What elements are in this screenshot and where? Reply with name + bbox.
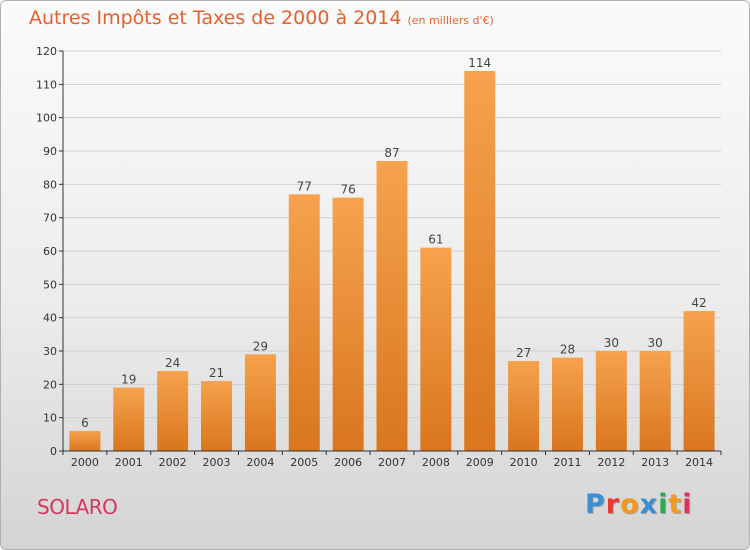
logo-letter: o <box>620 489 640 520</box>
bar-2003 <box>201 381 233 451</box>
logo-letter: P <box>585 489 606 520</box>
y-tick-label: 30 <box>43 345 57 358</box>
data-label: 24 <box>165 356 180 370</box>
x-tick-label: 2009 <box>466 456 494 469</box>
logo-letter: t <box>668 489 683 520</box>
bar-2011 <box>551 357 583 451</box>
y-tick-label: 100 <box>36 112 57 125</box>
x-tick-label: 2004 <box>246 456 274 469</box>
data-label: 87 <box>384 146 399 160</box>
y-tick-label: 120 <box>36 45 57 58</box>
x-tick-label: 2013 <box>641 456 669 469</box>
data-label: 27 <box>516 346 531 360</box>
x-tick-label: 2010 <box>510 456 538 469</box>
logo-letter: i <box>682 489 693 520</box>
bar-2006 <box>332 197 364 451</box>
y-tick-label: 80 <box>43 178 57 191</box>
data-label: 30 <box>648 336 663 350</box>
bar-2010 <box>508 361 540 451</box>
y-tick-label: 10 <box>43 412 57 425</box>
axes: 0 10 20 30 40 50 60 70 80 90 100 110 120 2000 2001 2002… <box>36 45 722 469</box>
x-tick-label: 2007 <box>378 456 406 469</box>
y-tick-label: 20 <box>43 378 57 391</box>
bar-2007 <box>376 161 408 451</box>
bar-2014 <box>683 311 715 451</box>
x-tick-label: 2003 <box>203 456 231 469</box>
chart-title: Autres Impôts et Taxes de 2000 à 2014 <box>29 7 402 29</box>
data-label: 30 <box>604 336 619 350</box>
data-label: 19 <box>121 373 136 387</box>
y-tick-label: 40 <box>43 312 57 325</box>
chart-heading: Autres Impôts et Taxes de 2000 à 2014 (en… <box>29 7 494 29</box>
bar-2013 <box>639 351 671 451</box>
y-tick-label: 70 <box>43 212 57 225</box>
data-label: 61 <box>428 233 443 247</box>
bar-2000 <box>69 431 101 451</box>
bar-2005 <box>288 194 320 452</box>
x-tick-label: 2008 <box>422 456 450 469</box>
data-label: 114 <box>468 56 491 70</box>
proxiti-logo: Proxiti <box>585 489 693 520</box>
x-tick-label: 2011 <box>553 456 581 469</box>
y-tick-label: 90 <box>43 145 57 158</box>
data-label: 42 <box>691 296 706 310</box>
chart-unit: (en milliers d'€) <box>407 14 494 27</box>
x-tick-label: 2002 <box>159 456 187 469</box>
data-label: 6 <box>81 416 89 430</box>
data-label: 21 <box>209 366 224 380</box>
data-labels: 6 19 24 21 29 77 76 87 61 114 27 28 30 30 42 <box>81 56 707 430</box>
y-tick-label: 0 <box>50 445 57 458</box>
x-tick-label: 2006 <box>334 456 362 469</box>
data-label: 77 <box>297 179 312 193</box>
data-label: 28 <box>560 343 575 357</box>
logo-letter: x <box>639 489 659 520</box>
bar-2001 <box>113 387 145 451</box>
bar-2012 <box>595 351 627 451</box>
logo-letter: i <box>658 489 669 520</box>
commune-name: SOLARO <box>37 495 118 519</box>
bar-2002 <box>157 371 189 451</box>
logo-letter: r <box>605 489 621 520</box>
bar-2009 <box>464 71 496 451</box>
y-tick-label: 50 <box>43 278 57 291</box>
data-label: 76 <box>340 183 355 197</box>
bar-2004 <box>244 354 276 451</box>
x-tick-label: 2000 <box>71 456 99 469</box>
x-tick-label: 2005 <box>290 456 318 469</box>
bar-2008 <box>420 247 452 451</box>
y-tick-label: 110 <box>36 78 57 91</box>
x-tick-label: 2014 <box>685 456 713 469</box>
bars <box>69 71 715 452</box>
x-tick-label: 2012 <box>597 456 625 469</box>
data-label: 29 <box>253 339 268 353</box>
y-tick-label: 60 <box>43 245 57 258</box>
x-tick-label: 2001 <box>115 456 143 469</box>
